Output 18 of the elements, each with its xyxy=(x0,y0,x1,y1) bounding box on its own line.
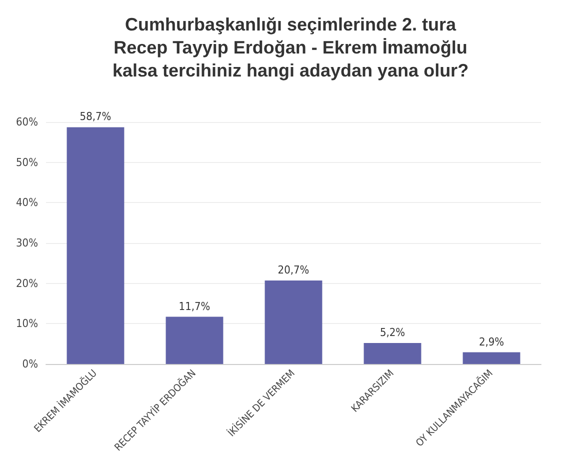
bar xyxy=(364,343,422,364)
y-tick-label: 50% xyxy=(16,156,38,169)
data-label: 58,7% xyxy=(80,110,112,124)
bar xyxy=(462,352,520,364)
y-tick-label: 30% xyxy=(16,236,38,250)
y-tick-label: 40% xyxy=(16,196,38,210)
chart-title: Cumhurbaşkanlığı seçimlerinde 2. tura Recep Tayyip Erdoğan - Ekrem İmamoğlu kalsa tercihiniz hangi adaydan yana olur? xyxy=(112,14,469,80)
bar xyxy=(166,316,224,364)
data-label: 5,2% xyxy=(380,326,406,340)
y-tick-label: 20% xyxy=(16,276,38,290)
data-label: 20,7% xyxy=(278,264,310,277)
y-tick-label: 60% xyxy=(16,116,38,128)
y-tick-label: 0% xyxy=(22,358,38,370)
bar xyxy=(66,127,124,364)
data-label: 2,9% xyxy=(478,335,504,348)
bar xyxy=(264,280,322,364)
y-tick-label: 10% xyxy=(16,317,38,330)
data-label: 11,7% xyxy=(178,300,210,313)
